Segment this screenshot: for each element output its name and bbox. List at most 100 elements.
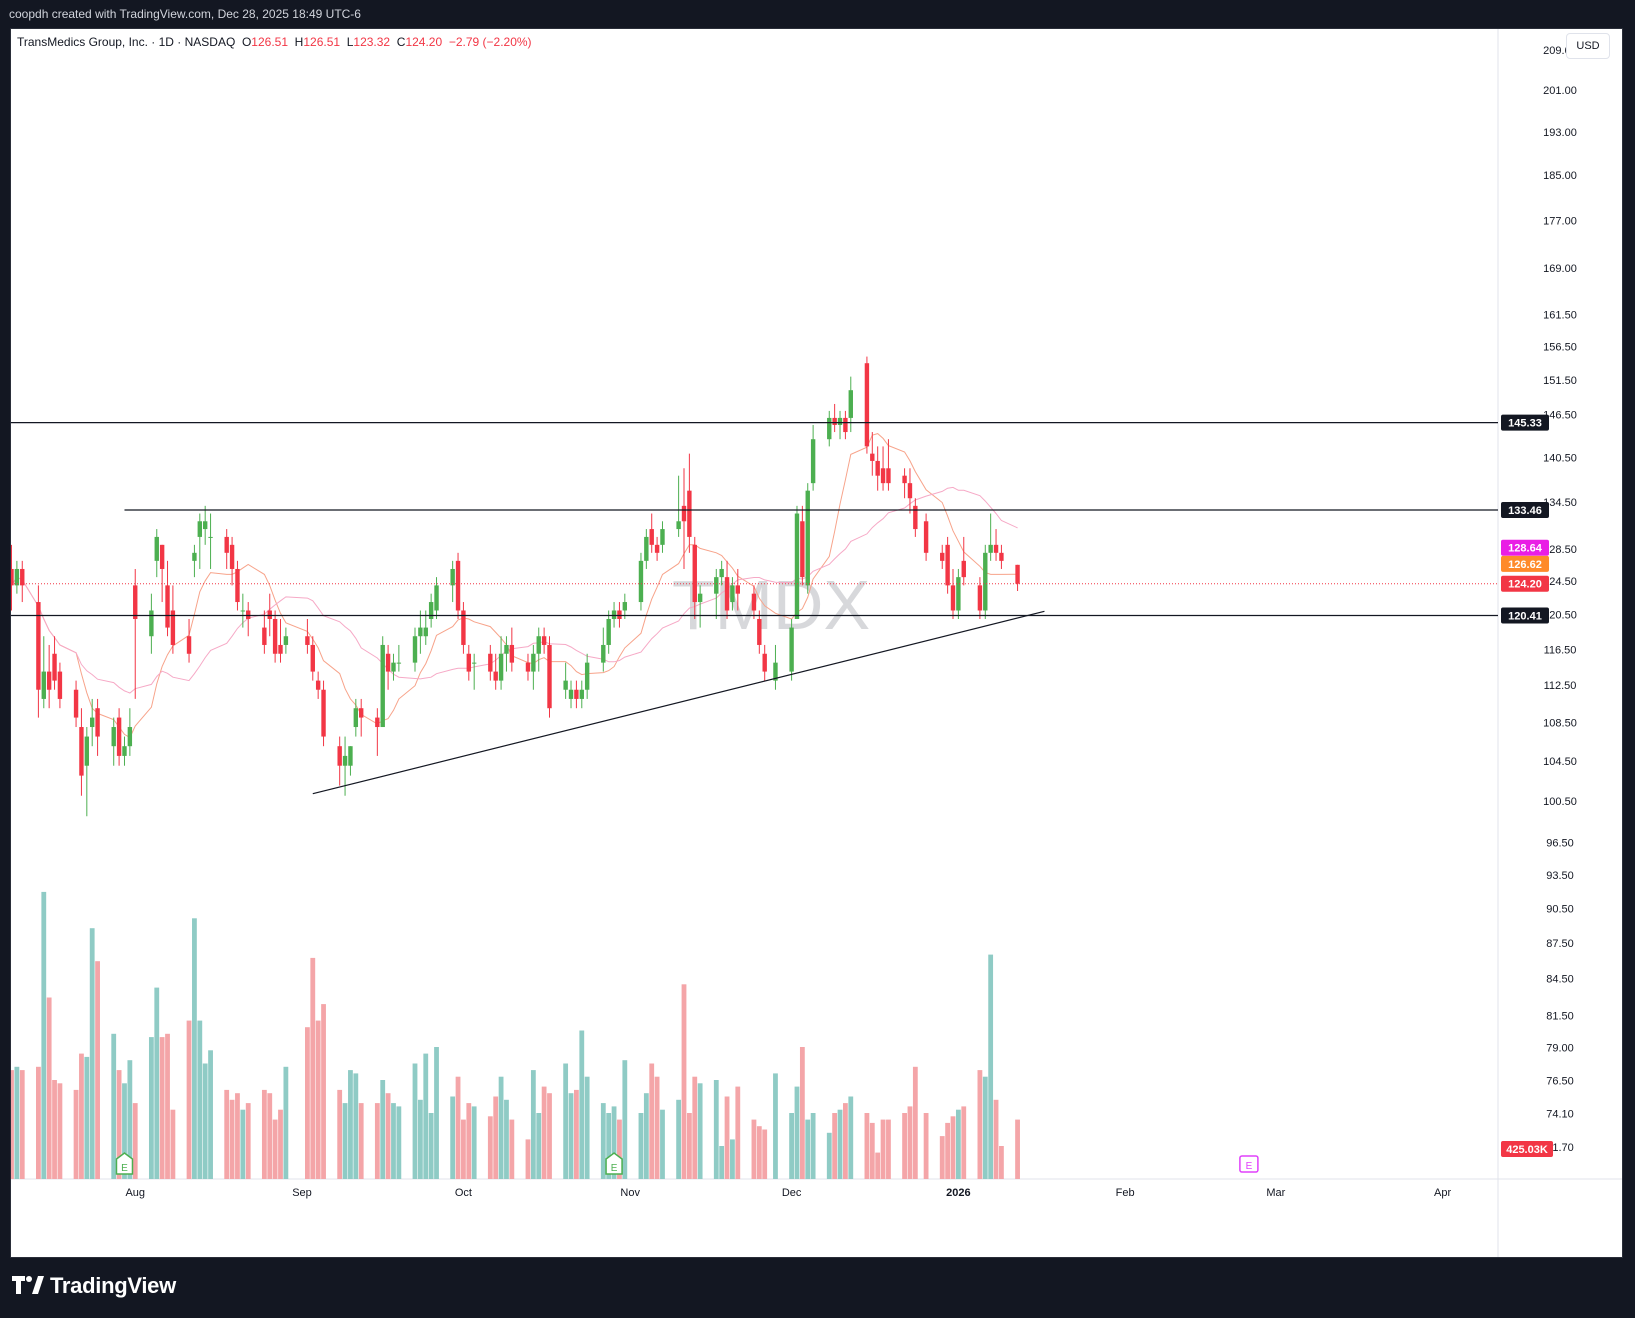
price-tick-label: 146.50 (1543, 409, 1577, 421)
candle-body (886, 468, 891, 484)
candle-body (423, 627, 428, 637)
chart-frame[interactable]: TMDX225.00217.00209.00201.00193.00185.00… (10, 28, 1623, 1258)
candle-body (149, 610, 154, 637)
volume-bar (955, 1109, 961, 1179)
candle-body (789, 627, 794, 672)
volume-bar (374, 1103, 380, 1179)
candle-body (977, 585, 983, 611)
volume-bar (202, 1063, 208, 1179)
chart-canvas[interactable]: TMDX225.00217.00209.00201.00193.00185.00… (11, 29, 1622, 1257)
price-label-text: 128.64 (1508, 543, 1543, 555)
volume-bar (487, 1116, 493, 1179)
candle-body (907, 483, 913, 499)
volume-bar (923, 1113, 929, 1179)
volume-bar (999, 1146, 1004, 1179)
volume-bar (111, 1033, 117, 1179)
volume-bar (79, 1053, 84, 1179)
volume-bar (902, 1113, 907, 1179)
volume-bar (127, 1060, 133, 1179)
earnings-marker-glyph: E (121, 1163, 128, 1174)
candle-body (359, 708, 364, 718)
volume-bar (504, 1099, 509, 1179)
candle-body (127, 727, 133, 747)
volume-bar (643, 1093, 649, 1179)
candle-body (434, 585, 439, 611)
candle-body (159, 544, 165, 569)
price-tick-label: 76.50 (1546, 1076, 1574, 1088)
candle-body (52, 653, 57, 681)
volume-bar (278, 1109, 283, 1179)
candle-body (923, 521, 929, 553)
candle-body (644, 536, 649, 561)
volume-bar (622, 1060, 628, 1179)
upcoming-earnings-icon: E (1239, 1155, 1259, 1173)
candle-body (73, 689, 79, 718)
volume-bar (869, 1122, 875, 1179)
price-tick-label: 90.50 (1546, 903, 1574, 915)
volume-bar (509, 1119, 515, 1179)
candle-body (310, 644, 315, 672)
price-tick-label: 79.00 (1546, 1043, 1574, 1055)
candle-body (315, 680, 321, 690)
candle-body (617, 610, 622, 619)
volume-bar (385, 1093, 391, 1179)
candle-body (547, 644, 552, 709)
volume-bar (380, 1080, 386, 1179)
price-tick-label: 161.50 (1543, 309, 1577, 321)
price-label-text: 124.20 (1508, 579, 1542, 591)
candle-body (574, 689, 579, 699)
volume-bar (148, 1037, 154, 1179)
volume-bar (686, 1113, 692, 1179)
volume-bar (224, 1089, 230, 1179)
candle-body (902, 475, 907, 484)
volume-bar (46, 997, 52, 1179)
candle-body (36, 602, 41, 690)
upcoming-earnings-shape (1239, 1155, 1259, 1173)
candle-body (724, 577, 730, 611)
volume-bar (11, 1070, 14, 1179)
candle-body (79, 727, 84, 776)
close-label: C (396, 35, 406, 49)
candle-body (719, 568, 724, 578)
candle-body (660, 529, 665, 545)
currency-selector[interactable]: USD (1566, 33, 1610, 59)
candle-body (418, 627, 423, 637)
candle-body (133, 585, 138, 619)
candle-body (412, 636, 418, 663)
volume-bar (713, 1080, 719, 1179)
ascending-trendline (312, 610, 1045, 795)
candle-body (687, 490, 692, 537)
volume-bar (848, 1096, 854, 1179)
symbol-watermark: TMDX (672, 566, 870, 644)
volume-bar (724, 1096, 730, 1179)
candle-body (283, 636, 289, 645)
volume-bar (912, 1066, 918, 1179)
price-label-box (1501, 555, 1549, 572)
snapshot-credit: coopdh created with TradingView.com, Dec… (9, 7, 361, 21)
volume-bar (84, 1056, 90, 1179)
volume-bar (52, 1080, 57, 1179)
volume-bar (525, 1139, 531, 1179)
candle-body (111, 727, 116, 747)
volume-bar (315, 1020, 321, 1179)
price-tick-label: 87.50 (1546, 938, 1574, 950)
volume-bar (789, 1113, 794, 1179)
earnings-marker-glyph: E (611, 1163, 618, 1174)
volume-bar (945, 1122, 951, 1179)
price-label-box (1501, 607, 1549, 624)
candle-body (20, 568, 25, 586)
candle-body (348, 746, 353, 766)
candle-body (531, 653, 536, 672)
volume-bar (95, 961, 100, 1179)
price-tick-label: 128.50 (1543, 544, 1577, 556)
volume-bar (584, 1076, 590, 1179)
volume-bar (461, 1119, 466, 1179)
volume-bar (579, 1030, 585, 1179)
candle-body (385, 653, 391, 672)
candle-body (751, 593, 757, 611)
volume-bar (498, 1076, 504, 1179)
candle-body (208, 536, 213, 538)
volume-bar (606, 1113, 612, 1179)
price-tick-label: 96.50 (1546, 837, 1574, 849)
earnings-marker-shape (115, 1152, 134, 1175)
